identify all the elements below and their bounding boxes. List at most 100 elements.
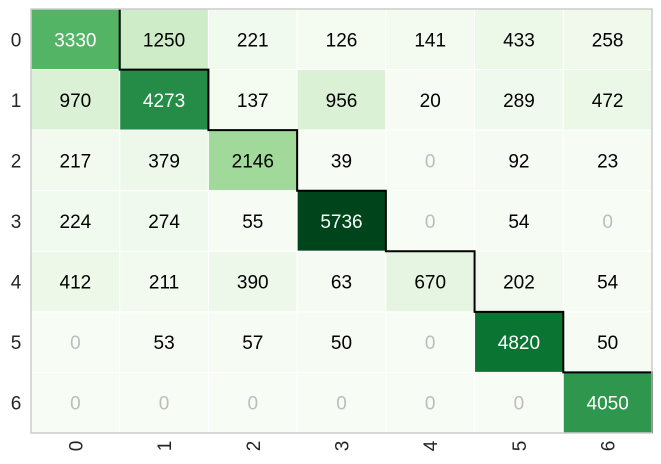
heatmap-cell-r1-c2 <box>207 69 298 131</box>
cell-label-r1-c6: 472 <box>592 91 624 112</box>
cell-label-r3-c3: 5736 <box>320 212 362 233</box>
cell-label-r3-c5: 54 <box>508 212 530 233</box>
cell-label-r0-c3: 126 <box>326 30 358 51</box>
heatmap-cell-r3-c3 <box>296 190 387 252</box>
cell-label-r3-c6: 0 <box>602 212 613 233</box>
heatmap-cells <box>30 8 653 434</box>
heatmap-cell-r0-c5 <box>474 8 564 71</box>
heatmap-cell-r4-c2 <box>207 250 298 313</box>
heatmap-cell-r2-c5 <box>474 129 564 192</box>
y-tick-label-6: 6 <box>11 394 22 415</box>
cell-label-r6-c2: 0 <box>247 394 258 415</box>
cell-label-r5-c0: 0 <box>70 333 81 354</box>
cell-label-r1-c2: 137 <box>237 91 269 112</box>
cell-label-r0-c6: 258 <box>592 30 624 51</box>
heatmap-cell-r3-c0 <box>30 190 121 252</box>
heatmap-cell-r0-c0 <box>30 8 121 71</box>
cell-label-r3-c0: 224 <box>60 212 92 233</box>
cell-label-r6-c5: 0 <box>514 394 525 415</box>
heatmap-cell-r5-c4 <box>385 311 476 373</box>
y-tick-label-0: 0 <box>11 30 22 51</box>
heatmap-cell-r1-c6 <box>562 69 653 131</box>
cell-label-r5-c3: 50 <box>331 333 352 354</box>
heatmap-cell-r2-c6 <box>562 129 653 192</box>
cell-label-r1-c1: 4273 <box>143 91 185 112</box>
cell-label-r4-c2: 390 <box>237 273 269 294</box>
cell-label-r2-c2: 2146 <box>232 151 274 172</box>
cell-label-r0-c0: 3330 <box>54 30 96 51</box>
cell-label-r0-c5: 433 <box>503 30 535 51</box>
cell-label-r5-c4: 0 <box>425 333 436 354</box>
cell-label-r0-c2: 221 <box>237 30 269 51</box>
heatmap-cell-r4-c0 <box>30 250 121 313</box>
cell-label-r6-c3: 0 <box>336 394 347 415</box>
x-tick-label-6: 6 <box>599 441 620 452</box>
cell-label-r2-c5: 92 <box>508 151 529 172</box>
y-tick-label-5: 5 <box>11 333 22 354</box>
cell-label-r6-c0: 0 <box>70 394 81 415</box>
cell-label-r2-c3: 39 <box>331 151 352 172</box>
heatmap-cell-r5-c6 <box>562 311 653 373</box>
x-tick-label-4: 4 <box>421 440 442 451</box>
heatmap-cell-r6-c5 <box>474 371 564 434</box>
plot-frame <box>30 8 653 434</box>
diagonal-highlight-line <box>118 9 653 433</box>
cell-label-r1-c5: 289 <box>503 91 535 112</box>
heatmap-cell-r6-c6 <box>562 371 653 434</box>
heatmap-cell-r5-c1 <box>119 311 209 373</box>
x-tick-label-1: 1 <box>155 441 176 452</box>
y-axis-tick-labels: 0 1 2 3 4 5 6 <box>11 30 22 414</box>
cell-label-r1-c4: 20 <box>420 91 441 112</box>
heatmap-cell-r4-c6 <box>562 250 653 313</box>
heatmap-cell-r6-c3 <box>296 371 387 434</box>
x-tick-label-5: 5 <box>510 441 531 452</box>
y-tick-label-4: 4 <box>11 273 22 294</box>
cell-label-r2-c1: 379 <box>148 151 180 172</box>
heatmap-cell-r5-c2 <box>207 311 298 373</box>
cell-label-r2-c0: 217 <box>60 151 92 172</box>
y-tick-label-2: 2 <box>11 151 22 172</box>
x-tick-label-3: 3 <box>333 441 354 452</box>
cell-label-r5-c1: 53 <box>154 333 175 354</box>
heatmap-cell-r6-c2 <box>207 371 298 434</box>
y-tick-label-3: 3 <box>11 212 22 233</box>
cell-label-r6-c6: 4050 <box>587 394 629 415</box>
cell-label-r2-c4: 0 <box>425 151 436 172</box>
cell-label-r2-c6: 23 <box>597 151 618 172</box>
heatmap-cell-r6-c0 <box>30 371 121 434</box>
cell-label-r1-c0: 970 <box>60 91 92 112</box>
cell-label-r4-c0: 412 <box>60 273 92 294</box>
heatmap-cell-r3-c6 <box>562 190 653 252</box>
cell-label-r6-c1: 0 <box>159 394 170 415</box>
cell-label-r3-c1: 274 <box>148 212 180 233</box>
cell-label-r0-c1: 1250 <box>143 30 185 51</box>
x-tick-label-0: 0 <box>66 441 87 452</box>
cell-label-r5-c5: 4820 <box>498 333 540 354</box>
cell-label-r3-c4: 0 <box>425 212 436 233</box>
cell-label-r4-c4: 670 <box>414 273 446 294</box>
x-tick-label-2: 2 <box>244 441 265 452</box>
cell-label-r5-c6: 50 <box>597 333 618 354</box>
cell-label-r4-c6: 54 <box>597 273 619 294</box>
heatmap-cell-r5-c0 <box>30 311 121 373</box>
heatmap-cell-r0-c1 <box>119 8 209 71</box>
cell-label-r1-c3: 956 <box>326 91 358 112</box>
cell-label-r4-c1: 211 <box>149 273 179 294</box>
heatmap-cell-r6-c4 <box>385 371 476 434</box>
heatmap-cell-r3-c5 <box>474 190 564 252</box>
cell-label-r6-c4: 0 <box>425 394 436 415</box>
cell-label-r4-c5: 202 <box>503 273 535 294</box>
heatmap-cell-r0-c3 <box>296 8 387 71</box>
heatmap-cell-r2-c2 <box>207 129 298 192</box>
cell-label-r3-c2: 55 <box>242 212 263 233</box>
cell-label-r5-c2: 57 <box>242 333 263 354</box>
cell-label-r0-c4: 141 <box>414 30 446 51</box>
cell-label-r4-c3: 63 <box>331 273 352 294</box>
heatmap-cell-r1-c4 <box>385 69 476 131</box>
x-axis-tick-labels: 0 1 2 3 4 5 6 <box>66 440 619 451</box>
heatmap-cell-r3-c1 <box>119 190 209 252</box>
heatmap-cell-r2-c1 <box>119 129 209 192</box>
heatmap-cell-r5-c3 <box>296 311 387 373</box>
heatmap-cell-labels: 3330 1250 221 126 141 433 258 970 4273 137 956 20 28… <box>54 30 629 414</box>
